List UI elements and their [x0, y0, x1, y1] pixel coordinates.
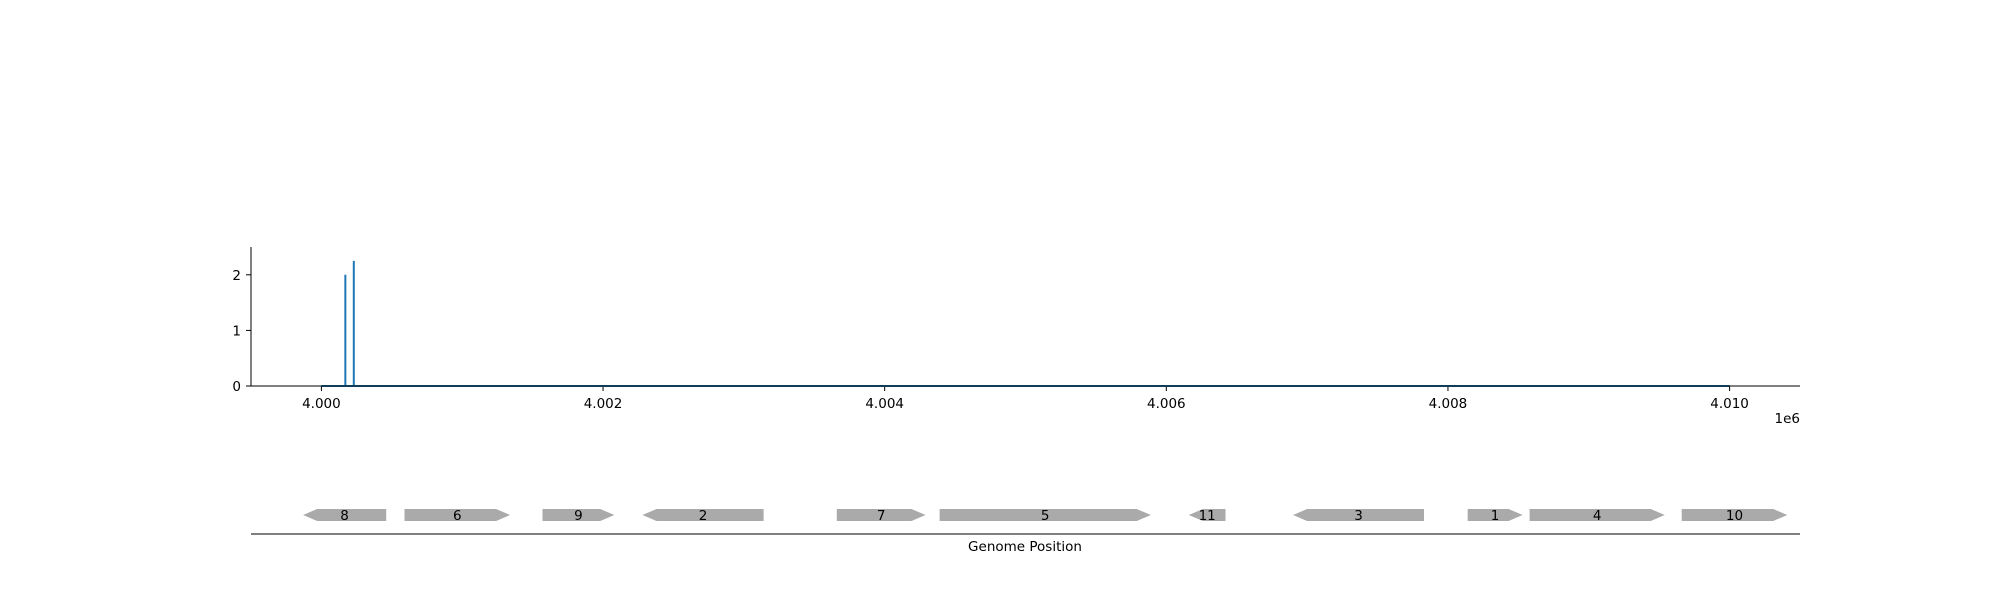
x-tick-label: 4.000 — [302, 396, 341, 412]
y-tick-label: 0 — [232, 379, 241, 395]
gene-arrow-5 — [939, 509, 1151, 521]
x-axis-offset-label: 1e6 — [1775, 411, 1800, 427]
x-tick-label: 4.002 — [584, 396, 623, 412]
gene-label: 5 — [1041, 508, 1050, 524]
gene-label: 8 — [340, 508, 349, 524]
gene-arrow-8 — [303, 509, 387, 521]
gene-arrow-7 — [836, 509, 926, 521]
gene-arrow-9 — [542, 509, 615, 521]
y-axis-ticks: 0 1 2 — [232, 268, 251, 395]
x-tick-label: 4.008 — [1429, 396, 1468, 412]
x-tick-label: 4.006 — [1147, 396, 1186, 412]
gene-label: 4 — [1593, 508, 1602, 524]
gene-label: 6 — [453, 508, 462, 524]
gene-arrow-11 — [1188, 509, 1226, 521]
gene-label: 7 — [877, 508, 886, 524]
x-axis-ticks: 4.000 4.002 4.004 4.006 4.008 4.010 — [302, 386, 1749, 412]
coverage-series-line — [321, 260, 1730, 387]
gene-label: 9 — [574, 508, 583, 524]
gene-arrow-4 — [1529, 509, 1665, 521]
gene-arrow-1 — [1467, 509, 1523, 521]
y-tick-label: 1 — [232, 323, 241, 339]
gene-arrow-3 — [1293, 509, 1424, 521]
gene-arrows: 8 6 9 2 7 5 11 3 1 4 10 — [303, 508, 1788, 524]
x-tick-label: 4.010 — [1710, 396, 1749, 412]
gene-arrow-2 — [642, 509, 764, 521]
gene-label: 11 — [1199, 508, 1216, 524]
gene-map-xlabel: Genome Position — [968, 539, 1082, 555]
coverage-plot: 0 1 2 4.000 4.002 4.004 4.006 4.008 4.010 1e6 — [232, 247, 1800, 427]
gene-arrow-10 — [1681, 509, 1788, 521]
gene-label: 3 — [1354, 508, 1363, 524]
gene-label: 10 — [1726, 508, 1743, 524]
gene-arrow-6 — [404, 509, 511, 521]
y-tick-label: 2 — [232, 268, 241, 284]
x-tick-label: 4.004 — [865, 396, 904, 412]
gene-map-track: 8 6 9 2 7 5 11 3 1 4 10 Genome Position — [251, 508, 1800, 555]
gene-label: 2 — [699, 508, 708, 524]
gene-label: 1 — [1491, 508, 1500, 524]
